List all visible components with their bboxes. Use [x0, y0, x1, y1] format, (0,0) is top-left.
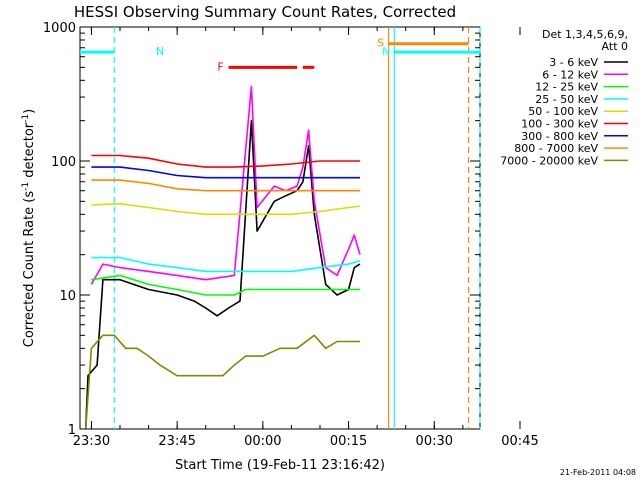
flag-label-1: N — [382, 45, 390, 58]
y-axis: 1 10 100 1000 — [43, 21, 480, 438]
series-line-2 — [91, 274, 360, 296]
series-line-1 — [90, 85, 361, 285]
legend-label-8: 7000 - 20000 keV — [500, 154, 598, 167]
x-tick-label-0: 23:30 — [73, 434, 110, 449]
legend-label-1: 6 - 12 keV — [542, 68, 598, 81]
y-tick-label-3: 1000 — [43, 21, 76, 36]
legend-header-line-1: Det 1,3,4,5,6,9, — [542, 28, 628, 41]
series-line-5 — [91, 154, 360, 168]
vertical-markers — [113, 27, 481, 429]
y-axis-label: Corrected Count Rate (s-1 detector-1) — [21, 109, 37, 347]
flag-label-0: N — [156, 45, 164, 58]
legend-label-7: 800 - 7000 keV — [514, 142, 598, 155]
legend-label-6: 300 - 800 keV — [521, 130, 598, 143]
plot-frame — [79, 26, 481, 430]
data-series — [84, 85, 361, 430]
timestamp: 21-Feb-2011 04:08 — [560, 468, 636, 477]
legend-label-3: 25 - 50 keV — [535, 93, 598, 106]
x-tick-label-2: 00:00 — [244, 434, 281, 449]
x-tick-label-4: 00:30 — [416, 434, 453, 449]
chart-title: HESSI Observing Summary Count Rates, Cor… — [74, 3, 456, 21]
legend-label-5: 100 - 300 keV — [521, 118, 598, 131]
flag-label-2: F — [217, 60, 223, 73]
y-tick-label-2: 100 — [51, 155, 76, 170]
y-tick-label-1: 10 — [59, 289, 76, 304]
legend-label-4: 50 - 100 keV — [528, 105, 598, 118]
x-axis: 23:30 23:45 00:00 00:15 00:30 00:45 — [73, 27, 539, 449]
flag-label-4: S — [377, 37, 384, 50]
series-line-0 — [84, 119, 361, 430]
legend-label-0: 3 - 6 keV — [549, 56, 598, 69]
x-tick-label-1: 23:45 — [158, 434, 195, 449]
x-axis-label: Start Time (19-Feb-11 23:16:42) — [175, 458, 385, 473]
flag-bars: N N F S — [80, 37, 480, 73]
x-tick-label-5: 00:45 — [501, 434, 538, 449]
series-line-8 — [84, 334, 360, 430]
series-line-7 — [91, 179, 360, 192]
series-line-4 — [91, 202, 361, 216]
x-tick-label-3: 00:15 — [330, 434, 367, 449]
series-line-6 — [91, 166, 360, 179]
series-line-3 — [91, 256, 361, 273]
legend-header-line-2: Att 0 — [602, 40, 628, 53]
legend-label-2: 12 - 25 keV — [535, 81, 598, 94]
y-tick-label-0: 1 — [68, 423, 76, 438]
